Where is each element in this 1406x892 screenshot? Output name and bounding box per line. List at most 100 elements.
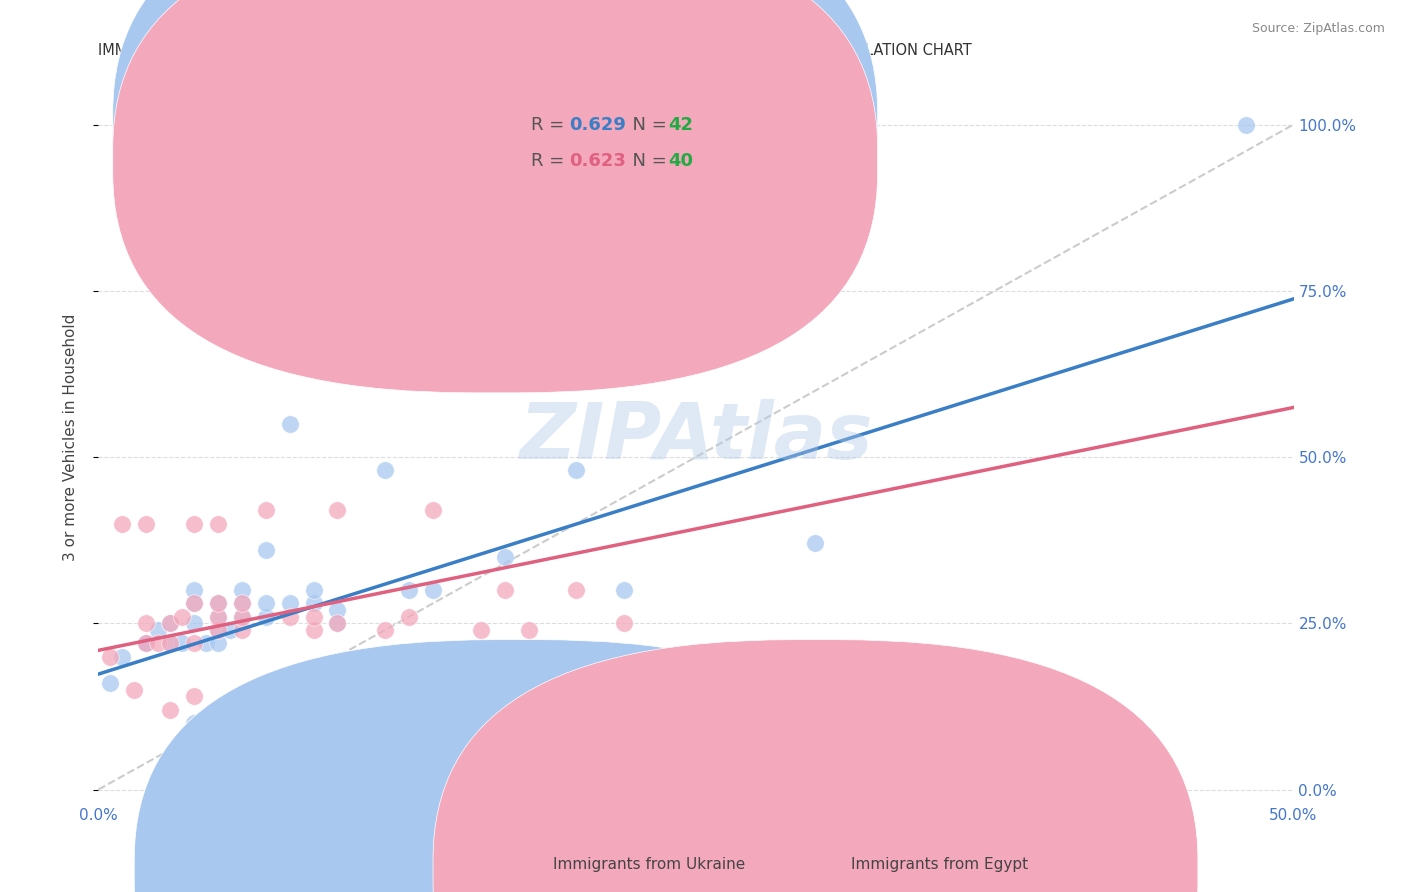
FancyBboxPatch shape — [112, 0, 877, 392]
Point — [111, 516, 134, 531]
Point — [172, 636, 194, 650]
FancyBboxPatch shape — [446, 94, 810, 192]
Point — [470, 623, 492, 637]
Point — [804, 536, 827, 550]
Point — [159, 703, 181, 717]
Point — [195, 636, 218, 650]
FancyBboxPatch shape — [112, 0, 877, 357]
Point — [159, 636, 181, 650]
Point — [183, 690, 205, 704]
Point — [135, 516, 157, 531]
Point — [172, 609, 194, 624]
Point — [231, 623, 253, 637]
Text: 0.623: 0.623 — [569, 152, 626, 169]
Text: N =: N = — [620, 152, 672, 169]
Point — [565, 582, 588, 597]
Point — [231, 609, 253, 624]
Text: N =: N = — [620, 116, 672, 134]
Point — [326, 603, 349, 617]
Text: 40: 40 — [668, 152, 693, 169]
Point — [613, 616, 636, 631]
Point — [183, 636, 205, 650]
Point — [398, 609, 420, 624]
Point — [326, 616, 349, 631]
Point — [446, 763, 468, 777]
Y-axis label: 3 or more Vehicles in Household: 3 or more Vehicles in Household — [63, 313, 77, 561]
Point — [494, 549, 516, 564]
Point — [148, 623, 170, 637]
Point — [278, 690, 301, 704]
Point — [207, 623, 229, 637]
Point — [159, 616, 181, 631]
Point — [219, 623, 242, 637]
Point — [207, 623, 229, 637]
Text: R =: R = — [531, 116, 569, 134]
Text: Source: ZipAtlas.com: Source: ZipAtlas.com — [1251, 22, 1385, 36]
Point — [278, 609, 301, 624]
Point — [470, 696, 492, 710]
Text: Immigrants from Egypt: Immigrants from Egypt — [852, 857, 1028, 872]
Point — [98, 649, 122, 664]
Point — [374, 623, 396, 637]
Point — [422, 582, 444, 597]
Point — [135, 616, 157, 631]
Point — [302, 582, 325, 597]
Point — [302, 623, 325, 637]
Point — [183, 596, 205, 610]
Point — [183, 582, 205, 597]
Point — [98, 676, 122, 690]
Point — [135, 636, 157, 650]
Point — [207, 636, 229, 650]
Point — [135, 636, 157, 650]
Point — [374, 463, 396, 477]
Point — [517, 623, 540, 637]
Point — [207, 516, 229, 531]
Point — [326, 616, 349, 631]
Point — [589, 663, 612, 677]
Point — [183, 716, 205, 731]
Point — [254, 596, 277, 610]
Point — [207, 596, 229, 610]
Point — [254, 609, 277, 624]
Text: ZIPAtlas: ZIPAtlas — [519, 399, 873, 475]
Point — [159, 763, 181, 777]
Point — [1234, 118, 1257, 132]
Text: Immigrants from Ukraine: Immigrants from Ukraine — [553, 857, 745, 872]
Point — [278, 596, 301, 610]
Point — [302, 596, 325, 610]
Point — [231, 609, 253, 624]
Point — [183, 616, 205, 631]
Point — [207, 609, 229, 624]
Point — [326, 503, 349, 517]
Text: R =: R = — [531, 152, 569, 169]
Point — [565, 463, 588, 477]
Point — [159, 616, 181, 631]
Point — [231, 596, 253, 610]
Point — [613, 582, 636, 597]
Point — [159, 636, 181, 650]
FancyBboxPatch shape — [135, 640, 900, 892]
Point — [111, 649, 134, 664]
Point — [422, 503, 444, 517]
Point — [231, 596, 253, 610]
Point — [278, 417, 301, 431]
Point — [231, 582, 253, 597]
Point — [254, 503, 277, 517]
Point — [148, 636, 170, 650]
Point — [494, 582, 516, 597]
Point — [422, 763, 444, 777]
Point — [135, 636, 157, 650]
Point — [302, 609, 325, 624]
Point — [207, 609, 229, 624]
Text: IMMIGRANTS FROM UKRAINE VS IMMIGRANTS FROM EGYPT 3 OR MORE VEHICLES IN HOUSEHOLD: IMMIGRANTS FROM UKRAINE VS IMMIGRANTS FR… — [98, 43, 972, 58]
FancyBboxPatch shape — [433, 640, 1198, 892]
Point — [183, 516, 205, 531]
Point — [254, 703, 277, 717]
Text: 42: 42 — [668, 116, 693, 134]
Point — [183, 596, 205, 610]
Point — [254, 543, 277, 558]
Point — [207, 596, 229, 610]
Point — [398, 582, 420, 597]
Text: 0.629: 0.629 — [569, 116, 626, 134]
Point — [124, 682, 146, 697]
